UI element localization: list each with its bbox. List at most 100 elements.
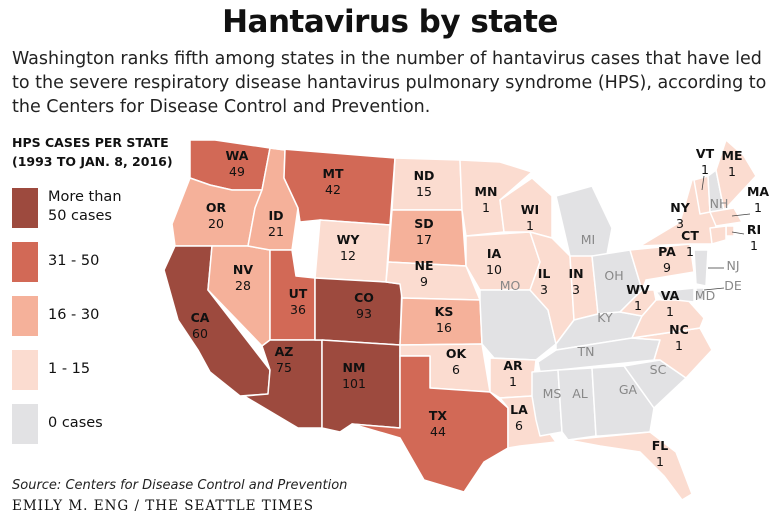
legend-item-16-30: 16 - 30 [12, 296, 212, 340]
state-label-ia: IA [487, 246, 502, 261]
legend-title: HPS CASES PER STATE (1993 TO JAN. 8, 201… [12, 133, 173, 171]
state-label-va: VA [661, 288, 680, 303]
state-value-ct: 1 [686, 244, 694, 259]
state-value-fl: 1 [656, 454, 664, 469]
state-label-ky: KY [597, 310, 613, 325]
legend-label: 0 cases [48, 415, 103, 431]
state-label-wv: WV [626, 282, 650, 297]
state-label-oh: OH [604, 268, 623, 283]
state-label-mt: MT [323, 166, 344, 181]
legend-swatch [12, 188, 38, 228]
state-label-nm: NM [343, 360, 366, 375]
state-value-ny: 3 [676, 216, 684, 231]
state-label-mn: MN [475, 184, 498, 199]
legend-label: 31 - 50 [48, 253, 100, 269]
state-leader-lines [701, 175, 751, 291]
state-label-la: LA [510, 402, 528, 417]
state-label-ar: AR [503, 358, 523, 373]
state-label-co: CO [354, 290, 374, 305]
leader-line-ma [731, 213, 751, 217]
state-wv [619, 289, 657, 317]
state-label-ct: CT [681, 228, 699, 243]
legend-swatch [12, 350, 38, 390]
state-label-vt: VT [696, 146, 715, 161]
state-label-wa: WA [226, 148, 249, 163]
page-title: Hantavirus by state [222, 4, 558, 40]
state-label-wy: WY [337, 232, 361, 247]
state-value-co: 93 [356, 306, 372, 321]
state-label-nd: ND [414, 168, 435, 183]
state-value-az: 75 [276, 360, 292, 375]
state-nc [631, 327, 713, 379]
state-value-ks: 16 [436, 320, 452, 335]
state-value-tx: 44 [430, 424, 446, 439]
state-label-ms: MS [543, 386, 562, 401]
leader-line-de [703, 287, 725, 291]
state-value-ia: 10 [486, 262, 502, 277]
subtitle: Washington ranks fifth among states in t… [12, 47, 772, 119]
state-label-mo: MO [500, 278, 521, 293]
state-label-nc: NC [669, 322, 689, 337]
subtitle-line: to the severe respiratory disease hantav… [12, 73, 767, 93]
state-value-ok: 6 [452, 362, 460, 377]
state-ma [709, 207, 743, 227]
leader-line-ri [731, 231, 745, 235]
state-label-de: DE [724, 278, 742, 293]
legend-item-more-than-50: More than 50 cases [12, 188, 212, 232]
state-value-la: 6 [515, 418, 523, 433]
state-value-sd: 17 [416, 232, 432, 247]
state-value-il: 3 [540, 282, 548, 297]
state-shapes [163, 139, 757, 501]
state-value-nv: 28 [235, 278, 251, 293]
legend-swatch [12, 296, 38, 336]
state-value-nd: 15 [416, 184, 432, 199]
state-label-sd: SD [414, 216, 433, 231]
legend-item-31-50: 31 - 50 [12, 242, 212, 286]
state-value-wy: 12 [340, 248, 356, 263]
state-value-nc: 1 [675, 338, 683, 353]
state-value-wv: 1 [634, 298, 642, 313]
state-label-nj: NJ [726, 258, 739, 273]
state-label-ks: KS [435, 304, 454, 319]
state-value-ri: 1 [750, 238, 758, 253]
legend-label: More than 50 cases [48, 188, 122, 226]
state-label-or: OR [206, 200, 227, 215]
state-label-id: ID [268, 208, 283, 223]
legend-item-1-15: 1 - 15 [12, 350, 212, 394]
state-de [695, 287, 705, 301]
state-label-nh: NH [710, 196, 729, 211]
state-ri [725, 225, 735, 237]
legend-label: 1 - 15 [48, 361, 91, 377]
state-value-me: 1 [728, 164, 736, 179]
state-label-wi: WI [521, 202, 539, 217]
state-label-ok: OK [446, 346, 468, 361]
state-value-wa: 49 [229, 164, 245, 179]
state-label-ne: NE [414, 258, 433, 273]
state-value-mn: 1 [482, 200, 490, 215]
state-label-il: IL [538, 266, 551, 281]
state-label-az: AZ [275, 344, 294, 359]
state-label-me: ME [722, 148, 743, 163]
legend-swatch [12, 404, 38, 444]
legend-title-line: HPS CASES PER STATE [12, 135, 169, 150]
legend-label-line: 50 cases [48, 208, 112, 224]
state-md [655, 287, 695, 303]
state-value-or: 20 [208, 216, 224, 231]
state-label-sc: SC [650, 362, 667, 377]
state-fl [567, 431, 693, 501]
state-label-nv: NV [233, 262, 253, 277]
state-value-pa: 9 [663, 260, 671, 275]
state-label-tx: TX [429, 408, 448, 423]
state-value-ma: 1 [754, 200, 762, 215]
state-value-mt: 42 [325, 182, 341, 197]
state-label-ri: RI [747, 222, 761, 237]
state-al [557, 367, 597, 441]
state-value-ne: 9 [420, 274, 428, 289]
state-value-ca: 60 [192, 326, 208, 341]
legend-swatch [12, 242, 38, 282]
state-label-md: MD [695, 288, 715, 303]
subtitle-line: the Centers for Disease Control and Prev… [12, 97, 431, 117]
state-label-ma: MA [747, 184, 769, 199]
state-label-fl: FL [652, 438, 669, 453]
